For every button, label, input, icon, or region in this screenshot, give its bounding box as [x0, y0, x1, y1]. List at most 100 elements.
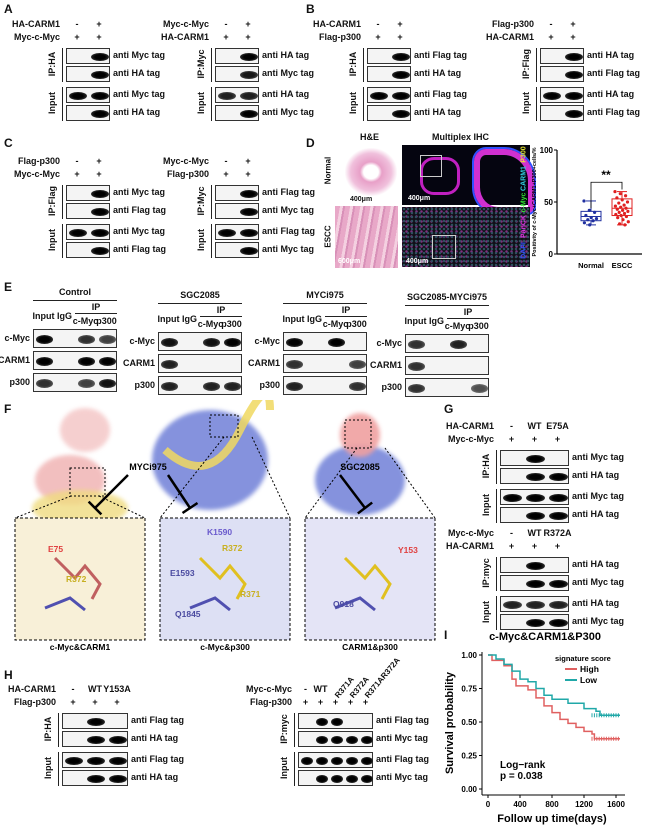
band [91, 53, 109, 61]
blot-strip [158, 376, 242, 395]
band [77, 334, 96, 344]
band [315, 718, 328, 726]
ip-underline [200, 316, 242, 317]
zoom-guide [304, 447, 358, 519]
band [223, 337, 242, 347]
inhibition-line [339, 474, 366, 509]
blot-strip [66, 185, 110, 201]
blot-strip [367, 105, 411, 121]
band [345, 775, 358, 783]
antibody-label: anti HA tag [131, 733, 179, 743]
data-point [616, 216, 620, 220]
lane-label: IgG [182, 314, 197, 324]
data-point [613, 204, 617, 208]
data-point [623, 223, 627, 227]
blot-strip [215, 48, 259, 64]
band [392, 71, 410, 79]
zoom-region [69, 467, 106, 497]
row-label-normal: Normal [323, 156, 333, 185]
category-label: Normal [578, 261, 604, 270]
blot-strip [215, 203, 259, 219]
antibody-label: anti HA tag [572, 470, 620, 480]
blot-strip [283, 376, 367, 395]
blot-strip [367, 48, 411, 64]
blot-strip [33, 373, 117, 392]
antibody-label: anti HA tag [587, 89, 635, 99]
title-underline [33, 300, 117, 301]
band [202, 381, 221, 391]
band [526, 512, 545, 520]
condition-label: Flag-p300 [17, 156, 60, 166]
blot-strip [215, 87, 259, 103]
panel-label-d: D [306, 136, 315, 150]
blot-strip [215, 224, 259, 240]
lane-label: Input [32, 311, 55, 321]
antibody-label: anti Flag tag [587, 107, 641, 117]
condition-value: - [224, 19, 228, 29]
panel-label-c: C [4, 136, 13, 150]
group-bracket [536, 48, 537, 82]
ip-label: IP [463, 307, 473, 317]
antibody-label: anti Myc tag [113, 89, 166, 99]
data-point [621, 208, 625, 212]
condition-value: Y153A [103, 684, 131, 694]
lane-label: Input [282, 314, 305, 324]
inhibition-bar [357, 501, 373, 515]
band [565, 53, 583, 61]
condition-value: + [508, 434, 515, 444]
band [240, 229, 258, 237]
condition-label: HA-CARM1 [446, 541, 494, 551]
lane-label: IgG [429, 316, 444, 326]
data-point [620, 198, 624, 202]
antibody-label: anti HA tag [262, 50, 310, 60]
condition-value: + [332, 697, 339, 707]
antibody-label: anti HA tag [414, 68, 462, 78]
residue-label: E1593 [170, 568, 195, 578]
c-myc-helix [162, 400, 274, 470]
data-point [624, 194, 628, 198]
band [526, 580, 545, 588]
ip-underline [75, 313, 117, 314]
band [330, 775, 343, 783]
condition-value: WT [527, 528, 542, 538]
band [348, 359, 367, 369]
condition-value: + [96, 156, 102, 166]
condition-value: + [548, 32, 554, 42]
antibody-label: anti HA tag [572, 509, 620, 519]
band [98, 334, 117, 344]
blot-strip [540, 48, 584, 64]
data-point [626, 220, 630, 224]
blot-strip [62, 752, 128, 768]
blot-strip [158, 354, 242, 373]
ip-label: IP [216, 305, 226, 315]
ihc-escc-image: 400μm [402, 207, 530, 267]
protein-label: p300 [9, 377, 30, 387]
x-tick-label: 0 [486, 800, 491, 809]
protein-label: CARM1 [122, 358, 155, 368]
lane-label: c-Myc [197, 319, 224, 329]
antibody-label: anti HA tag [587, 50, 635, 60]
group-bracket [62, 48, 63, 82]
condition-label: Myc-c-Myc [13, 169, 60, 179]
band [91, 92, 109, 100]
condition-value: + [302, 697, 309, 707]
x-tick-label: 800 [545, 800, 559, 809]
condition-label: Flag-p300 [491, 19, 534, 29]
condition-value: + [508, 541, 515, 551]
blot-strip [33, 351, 117, 370]
antibody-label: anti Myc tag [262, 205, 315, 215]
condition-value: + [554, 434, 561, 444]
title-underline [405, 305, 489, 306]
blot-strip [500, 614, 569, 630]
he-title: H&E [360, 132, 380, 142]
inset-box [159, 517, 291, 641]
lane-label: p300 [346, 319, 367, 329]
scale-bar-ihc-normal: 400μm [408, 195, 431, 202]
antibody-label: anti Myc tag [572, 577, 625, 587]
band [91, 247, 109, 255]
panel-label-a: A [4, 2, 13, 16]
inhibition-line [94, 474, 129, 509]
antibody-label: anti Flag tag [113, 205, 167, 215]
ip-label: IP [91, 302, 101, 312]
